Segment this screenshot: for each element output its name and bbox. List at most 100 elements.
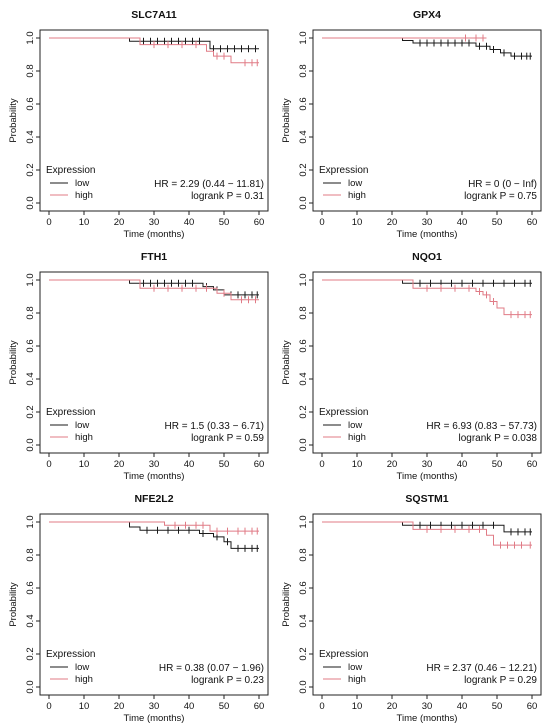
x-tick-label: 40 bbox=[457, 459, 468, 470]
panel-title: FTH1 bbox=[141, 251, 167, 263]
panel-title: NFE2L2 bbox=[134, 493, 173, 505]
x-tick-label: 20 bbox=[114, 459, 125, 470]
x-tick-label: 50 bbox=[492, 217, 503, 228]
y-tick-label: 0.4 bbox=[298, 130, 309, 143]
x-tick-label: 10 bbox=[352, 701, 363, 712]
legend-label-low: low bbox=[348, 662, 362, 673]
x-tick-label: 30 bbox=[422, 217, 433, 228]
legend-title: Expression bbox=[319, 407, 368, 418]
y-axis-label: Probability bbox=[281, 98, 292, 143]
legend-label-high: high bbox=[75, 190, 93, 201]
legend-label-high: high bbox=[348, 190, 366, 201]
y-tick-label: 1.0 bbox=[298, 273, 309, 286]
y-axis-label: Probability bbox=[8, 340, 19, 385]
y-tick-label: 0.6 bbox=[298, 339, 309, 352]
y-axis-label: Probability bbox=[8, 582, 19, 627]
hazard-ratio-text: HR = 6.93 (0.83 − 57.73) bbox=[426, 421, 537, 432]
x-tick-label: 10 bbox=[352, 459, 363, 470]
x-tick-label: 30 bbox=[422, 459, 433, 470]
y-tick-label: 0.8 bbox=[25, 306, 36, 319]
y-tick-label: 0.0 bbox=[25, 196, 36, 209]
x-axis-label: Time (months) bbox=[124, 713, 185, 724]
x-tick-label: 30 bbox=[149, 459, 160, 470]
x-axis-label: Time (months) bbox=[397, 471, 458, 482]
logrank-p-text: logrank P = 0.59 bbox=[191, 433, 264, 444]
x-tick-label: 50 bbox=[219, 217, 230, 228]
km-curve-high bbox=[49, 521, 259, 532]
km-curve-high bbox=[49, 279, 259, 301]
hazard-ratio-text: HR = 0 (0 − Inf) bbox=[468, 179, 537, 190]
x-tick-label: 60 bbox=[527, 217, 538, 228]
y-tick-label: 0.8 bbox=[25, 64, 36, 77]
y-tick-label: 1.0 bbox=[298, 515, 309, 528]
x-tick-label: 0 bbox=[319, 459, 324, 470]
km-curve-low bbox=[322, 37, 532, 57]
x-tick-label: 0 bbox=[319, 217, 324, 228]
y-tick-label: 0.0 bbox=[298, 680, 309, 693]
legend-label-low: low bbox=[75, 420, 89, 431]
y-axis-label: Probability bbox=[281, 340, 292, 385]
x-tick-label: 60 bbox=[254, 217, 265, 228]
x-tick-label: 50 bbox=[492, 459, 503, 470]
legend-label-low: low bbox=[75, 178, 89, 189]
y-tick-label: 0.6 bbox=[25, 97, 36, 110]
y-tick-label: 0.2 bbox=[25, 163, 36, 176]
x-tick-label: 10 bbox=[79, 217, 90, 228]
km-curve-low bbox=[49, 521, 259, 549]
y-tick-label: 0.2 bbox=[298, 647, 309, 660]
logrank-p-text: logrank P = 0.29 bbox=[464, 675, 537, 686]
logrank-p-text: logrank P = 0.31 bbox=[191, 191, 264, 202]
y-axis-label: Probability bbox=[8, 98, 19, 143]
km-panel-slc7a11: SLC7A11 0 10 20 30 40 50 60 0.0 0.2 0.4 0.6 0.8 1.0 Ti… bbox=[8, 9, 269, 240]
panel-title: GPX4 bbox=[413, 9, 441, 21]
x-tick-label: 30 bbox=[422, 701, 433, 712]
x-axis-label: Time (months) bbox=[124, 471, 185, 482]
hazard-ratio-text: HR = 2.29 (0.44 − 11.81) bbox=[154, 179, 264, 190]
x-tick-label: 60 bbox=[254, 701, 265, 712]
x-tick-label: 40 bbox=[184, 217, 195, 228]
y-tick-label: 0.4 bbox=[298, 614, 309, 627]
y-tick-label: 0.0 bbox=[298, 438, 309, 451]
x-tick-label: 0 bbox=[319, 701, 324, 712]
legend-label-high: high bbox=[75, 674, 93, 685]
x-tick-label: 0 bbox=[46, 459, 51, 470]
legend-label-high: high bbox=[75, 432, 93, 443]
legend-label-low: low bbox=[348, 178, 362, 189]
panel-title: NQO1 bbox=[412, 251, 442, 263]
x-tick-label: 10 bbox=[79, 701, 90, 712]
x-tick-label: 60 bbox=[527, 701, 538, 712]
x-tick-label: 20 bbox=[387, 701, 398, 712]
y-tick-label: 0.0 bbox=[298, 196, 309, 209]
legend-title: Expression bbox=[46, 407, 95, 418]
y-axis-label: Probability bbox=[281, 582, 292, 627]
x-tick-label: 40 bbox=[457, 217, 468, 228]
y-tick-label: 1.0 bbox=[25, 273, 36, 286]
x-tick-label: 40 bbox=[184, 701, 195, 712]
logrank-p-text: logrank P = 0.75 bbox=[464, 191, 537, 202]
y-tick-label: 1.0 bbox=[25, 515, 36, 528]
x-tick-label: 0 bbox=[46, 701, 51, 712]
y-tick-label: 0.8 bbox=[298, 548, 309, 561]
y-tick-label: 0.8 bbox=[298, 64, 309, 77]
x-tick-label: 30 bbox=[149, 701, 160, 712]
y-tick-label: 1.0 bbox=[298, 31, 309, 44]
hazard-ratio-text: HR = 2.37 (0.46 − 12.21) bbox=[426, 663, 537, 674]
km-curve-high bbox=[322, 521, 532, 546]
x-tick-label: 50 bbox=[219, 701, 230, 712]
y-tick-label: 0.4 bbox=[25, 130, 36, 143]
x-tick-label: 60 bbox=[254, 459, 265, 470]
legend-title: Expression bbox=[46, 165, 95, 176]
x-tick-label: 20 bbox=[387, 217, 398, 228]
x-tick-label: 40 bbox=[184, 459, 195, 470]
y-tick-label: 0.6 bbox=[298, 581, 309, 594]
hazard-ratio-text: HR = 1.5 (0.33 − 6.71) bbox=[164, 421, 264, 432]
y-tick-label: 0.6 bbox=[25, 581, 36, 594]
x-tick-label: 20 bbox=[387, 459, 398, 470]
x-axis-label: Time (months) bbox=[397, 713, 458, 724]
y-tick-label: 0.0 bbox=[25, 438, 36, 451]
km-panel-nqo1: NQO1 0 10 20 30 40 50 60 0.0 0.2 0.4 0.6 0.8 1.0 Time … bbox=[281, 251, 542, 482]
x-tick-label: 10 bbox=[79, 459, 90, 470]
panel-title: SQSTM1 bbox=[405, 493, 448, 505]
km-panel-sqstm1: SQSTM1 0 10 20 30 40 50 60 0.0 0.2 0.4 0.6 0.8 1.0 Tim… bbox=[281, 493, 542, 724]
km-panel-gpx4: GPX4 0 10 20 30 40 50 60 0.0 0.2 0.4 0.6 0.8 1.0 Time … bbox=[281, 9, 542, 240]
